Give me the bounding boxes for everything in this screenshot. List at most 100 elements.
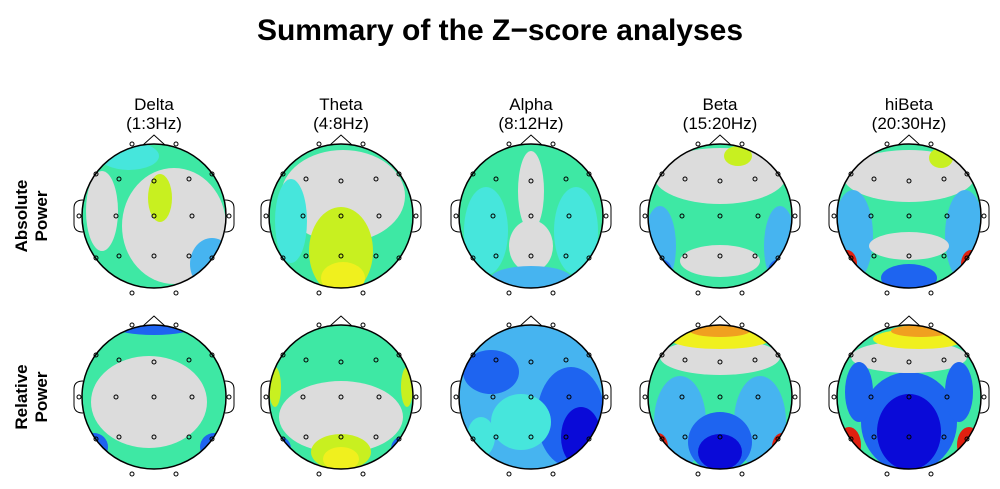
electrode-marker	[659, 352, 665, 358]
map-region	[114, 325, 194, 335]
electrode-marker	[884, 322, 890, 328]
head-outline	[836, 143, 982, 289]
electrode-marker	[493, 176, 499, 182]
head-outline	[647, 324, 793, 470]
band-name: Alpha	[509, 95, 553, 114]
electrode-marker	[151, 359, 157, 365]
map-region	[391, 437, 411, 461]
right-ear-icon	[790, 199, 801, 233]
map-region	[957, 427, 981, 463]
nose-icon	[519, 134, 543, 146]
electrode-marker	[752, 176, 758, 182]
electrode-marker	[603, 213, 609, 219]
electrode-marker	[470, 255, 476, 261]
electrode-marker	[116, 434, 122, 440]
electrode-marker	[338, 253, 344, 259]
electrode-marker	[116, 357, 122, 363]
electrode-marker	[373, 176, 379, 182]
electrode-marker	[280, 255, 286, 261]
electrode-marker	[338, 434, 344, 440]
electrode-marker	[848, 436, 854, 442]
electrode-marker	[280, 171, 286, 177]
map-region	[86, 171, 118, 251]
nose-icon	[142, 315, 166, 327]
electrode-marker	[717, 213, 723, 219]
electrode-marker	[752, 434, 758, 440]
right-ear-icon	[601, 199, 612, 233]
electrode-marker	[173, 141, 179, 147]
electrode-marker	[550, 471, 556, 477]
electrode-marker	[739, 322, 745, 328]
map-absolute-hibeta	[828, 134, 990, 296]
map-region	[845, 362, 873, 422]
map-region	[99, 144, 159, 170]
electrode-marker	[586, 171, 592, 177]
electrode-marker	[928, 290, 934, 296]
electrode-marker	[338, 178, 344, 184]
head-outline	[647, 143, 793, 289]
electrode-marker	[113, 394, 119, 400]
electrode-marker	[209, 255, 215, 261]
electrode-marker	[151, 213, 157, 219]
electrode-marker	[280, 436, 286, 442]
electrode-marker	[376, 213, 382, 219]
electrode-marker	[868, 394, 874, 400]
electrode-marker	[129, 290, 135, 296]
electrode-marker	[113, 213, 119, 219]
map-absolute-alpha	[450, 134, 612, 296]
electrode-marker	[93, 436, 99, 442]
electrode-marker	[944, 213, 950, 219]
color-map	[837, 144, 981, 288]
right-ear-icon	[411, 380, 422, 414]
electrode-marker	[868, 213, 874, 219]
map-region	[772, 433, 792, 461]
left-ear-icon	[828, 199, 839, 233]
map-region	[851, 341, 967, 373]
electrode-marker	[563, 434, 569, 440]
map-absolute-beta	[639, 134, 801, 296]
map-region	[648, 206, 676, 286]
electrode-marker	[303, 434, 309, 440]
nose-icon	[142, 134, 166, 146]
nose-icon	[329, 134, 353, 146]
map-region	[837, 427, 861, 463]
electrode-marker	[316, 141, 322, 147]
nose-icon	[708, 134, 732, 146]
band-range: (8:12Hz)	[498, 114, 564, 133]
map-region	[660, 339, 780, 375]
map-region	[843, 150, 975, 202]
map-region	[464, 187, 508, 275]
electrode-marker	[470, 436, 476, 442]
map-region	[724, 146, 752, 166]
map-region	[321, 262, 365, 288]
color-map	[269, 144, 413, 288]
map-region	[764, 206, 792, 286]
map-region	[891, 325, 951, 337]
electrode-marker	[453, 213, 459, 219]
electrode-marker	[906, 213, 912, 219]
electrode-marker	[209, 352, 215, 358]
electrode-marker	[884, 141, 890, 147]
electrode-marker	[93, 255, 99, 261]
nose-icon	[708, 315, 732, 327]
electrode-marker	[775, 352, 781, 358]
electrode-marker	[682, 253, 688, 259]
electrode-marker	[93, 171, 99, 177]
electrode-marker	[413, 213, 419, 219]
electrode-marker	[848, 255, 854, 261]
electrode-marker	[941, 434, 947, 440]
electrode-marker	[752, 253, 758, 259]
electrode-marker	[659, 436, 665, 442]
electrode-marker	[682, 357, 688, 363]
electrode-marker	[316, 322, 322, 328]
electrode-marker	[981, 213, 987, 219]
band-label-alpha: Alpha (8:12Hz)	[456, 95, 606, 133]
map-region	[323, 447, 359, 469]
electrode-marker	[679, 213, 685, 219]
right-ear-icon	[411, 199, 422, 233]
electrode-marker	[695, 322, 701, 328]
nose-icon	[519, 315, 543, 327]
map-region	[269, 367, 281, 407]
left-ear-icon	[73, 380, 84, 414]
